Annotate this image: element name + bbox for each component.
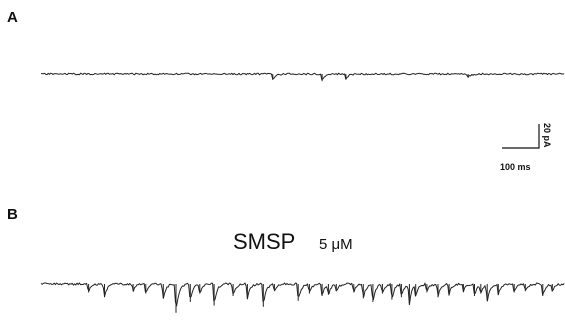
panel-a-current-trace bbox=[41, 72, 565, 81]
scale-bar-time-label: 100 ms bbox=[500, 162, 531, 172]
panel-b-event-marks bbox=[88, 284, 553, 313]
panel-a-event-marks bbox=[272, 74, 469, 82]
scale-bar-lines bbox=[502, 124, 540, 149]
panel-a-label: A bbox=[7, 9, 18, 26]
scale-bar: 20 pA 100 ms bbox=[500, 123, 552, 172]
panel-b-current-trace bbox=[40, 282, 565, 307]
panel-b-label: B bbox=[7, 206, 18, 223]
drug-name-annotation: SMSP bbox=[233, 229, 295, 254]
scale-bar-current-label: 20 pA bbox=[542, 123, 552, 148]
drug-concentration-annotation: 5 μM bbox=[319, 236, 353, 253]
